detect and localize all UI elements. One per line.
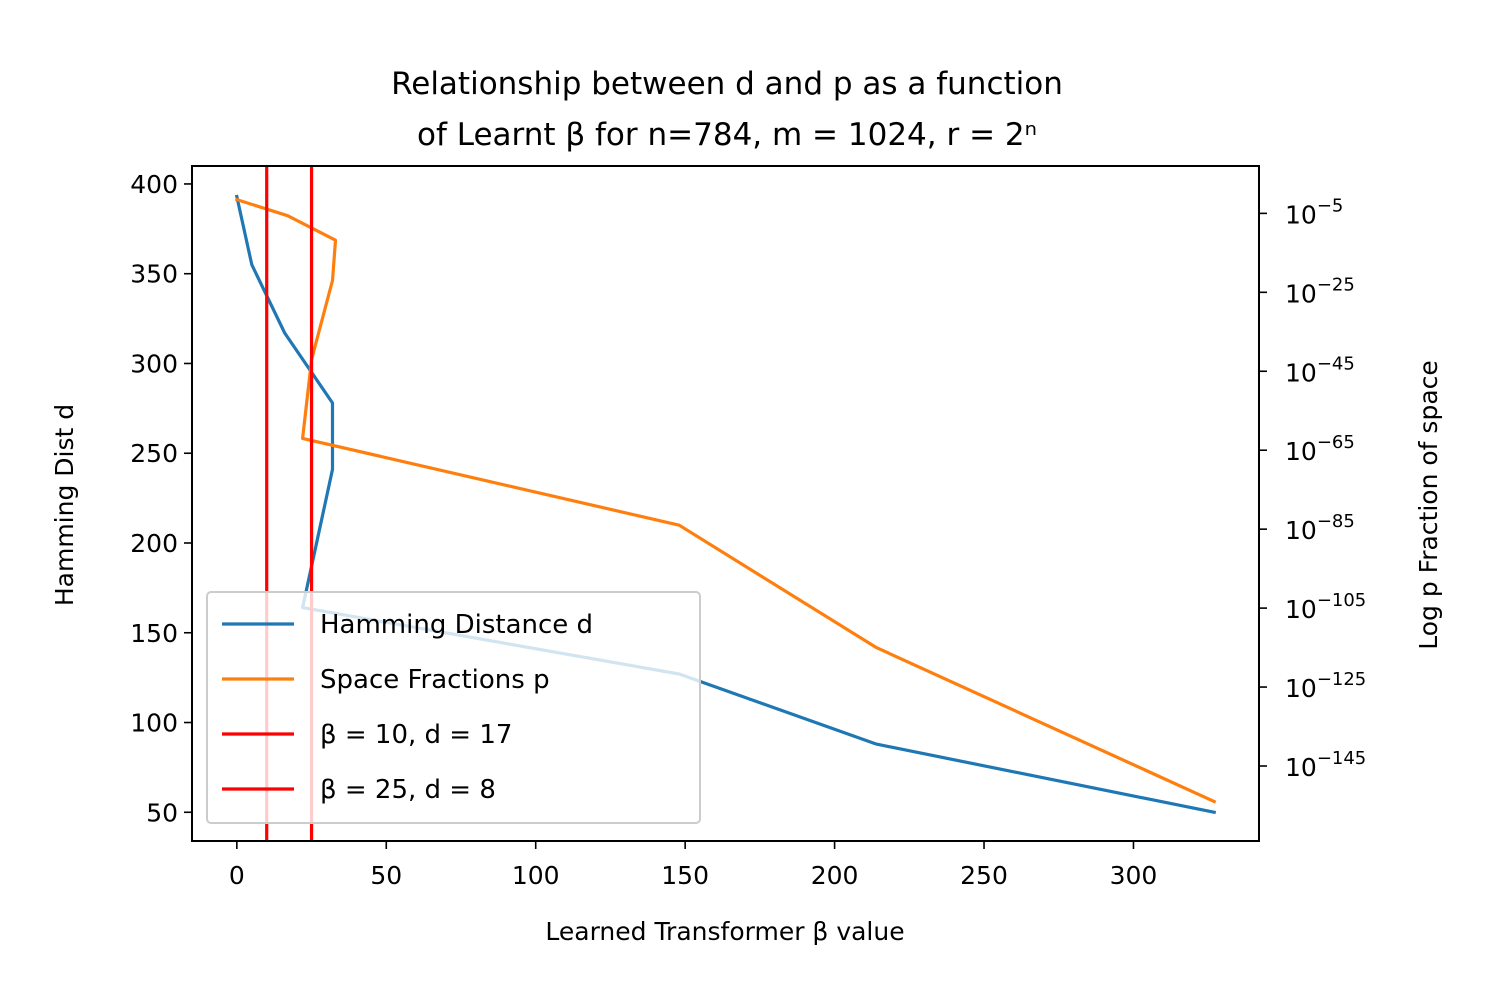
x-axis-label: Learned Transformer β value (545, 917, 904, 946)
x-tick-label: 0 (229, 861, 245, 890)
y-left-axis-ticks: 50 100 150 200 250 300 350 400 (130, 170, 192, 827)
legend-entry: β = 25, d = 8 (320, 775, 496, 805)
series-line-hamming-distance (234, 194, 1217, 815)
legend-entry: Hamming Distance d (320, 610, 593, 640)
x-tick-label: 50 (370, 861, 402, 890)
y-right-tick-label: 10−25 (1285, 274, 1355, 308)
y-left-tick-label: 250 (130, 439, 178, 468)
y-right-tick-label: 10−85 (1285, 511, 1355, 545)
y-right-tick-label: 10−45 (1285, 353, 1355, 387)
y-right-axis-ticks: 10−5 10−25 10−45 10−65 10−85 10−105 10−125 10−1… (1259, 195, 1366, 782)
y-left-tick-label: 350 (130, 260, 178, 289)
legend: Hamming Distance d Space Fractions p β = 1… (206, 591, 701, 824)
y-right-tick-label: 10−5 (1285, 195, 1343, 229)
x-tick-label: 100 (512, 861, 560, 890)
y-right-tick-label: 10−145 (1285, 748, 1366, 782)
x-tick-label: 300 (1110, 861, 1158, 890)
y-right-axis-label: Log p Fraction of space (1414, 360, 1443, 650)
y-left-tick-label: 200 (130, 529, 178, 558)
y-right-tick-label: 10−105 (1285, 590, 1366, 624)
y-left-tick-label: 400 (130, 170, 178, 199)
y-left-axis-label: Hamming Dist d (50, 404, 79, 606)
legend-frame (206, 591, 701, 824)
x-axis-ticks: 0 50 100 150 200 250 300 (229, 841, 1157, 890)
y-right-tick-label: 10−65 (1285, 432, 1355, 466)
x-tick-label: 200 (811, 861, 859, 890)
y-left-tick-label: 150 (130, 619, 178, 648)
chart-title-line1: Relationship between d and p as a functi… (391, 66, 1063, 102)
y-left-tick-label: 100 (130, 709, 178, 738)
x-tick-label: 150 (661, 861, 709, 890)
chart-title-line2: of Learnt β for n=784, m = 1024, r = 2ⁿ (417, 117, 1037, 153)
plot-frame (191, 165, 1260, 842)
x-tick-label: 250 (960, 861, 1008, 890)
legend-entry: β = 10, d = 17 (320, 720, 512, 750)
legend-entry: Space Fractions p (320, 665, 550, 695)
y-left-tick-label: 300 (130, 349, 178, 378)
y-left-tick-label: 50 (146, 798, 178, 827)
y-right-tick-label: 10−125 (1285, 669, 1366, 703)
